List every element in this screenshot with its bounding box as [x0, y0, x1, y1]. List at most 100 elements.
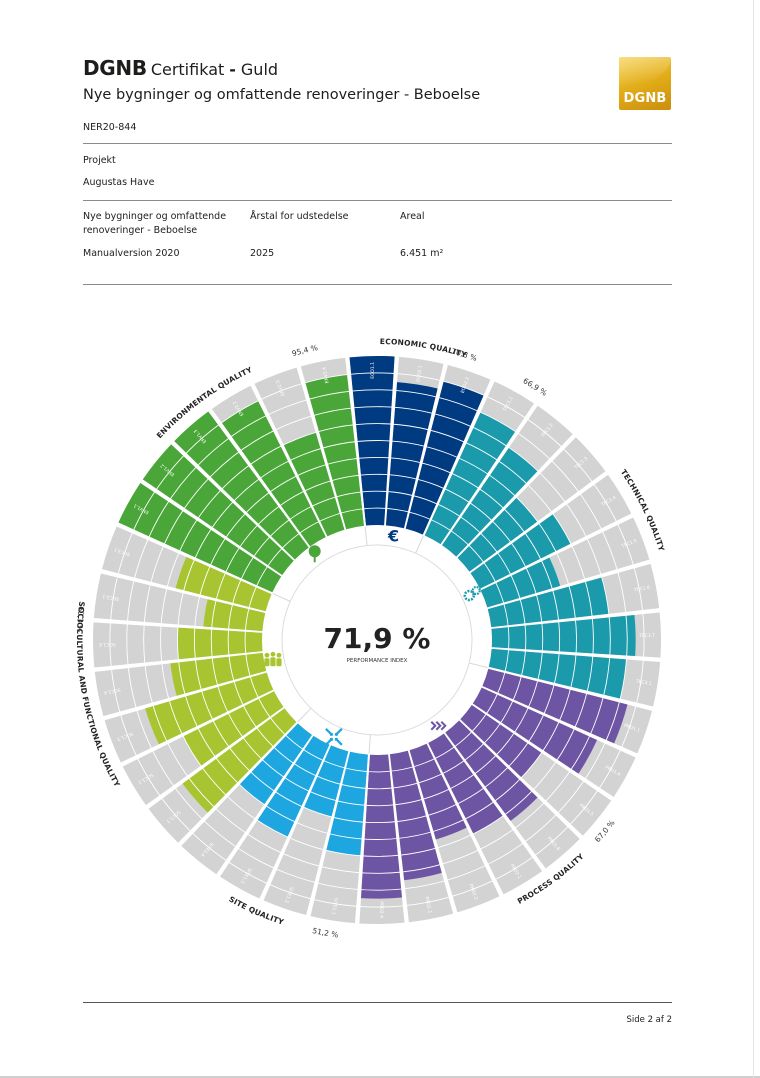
people-icon [264, 651, 282, 667]
scheme-line-2: renoveringer - Beboelse [83, 225, 198, 236]
scheme-line-1: Nye bygninger og omfattende [83, 211, 227, 222]
ring-line [244, 507, 510, 773]
section-separator [356, 734, 372, 926]
footer-divider [83, 1002, 672, 1003]
criterion-bar [177, 627, 263, 660]
criterion-code: TEC1.7 [638, 633, 655, 639]
page-bottom-edge [0, 1076, 760, 1078]
center-circle [281, 544, 473, 736]
inner-separator [364, 526, 368, 546]
ring-line [160, 423, 594, 857]
performance-index-value: 71,9 % [324, 622, 431, 655]
criterion-bar [389, 750, 442, 881]
section-percent: 67,0 % [593, 818, 617, 844]
criterion-code: SITE1.1 [330, 897, 339, 915]
criterion-bar [405, 381, 484, 535]
criterion-code: TEC1.5 [620, 538, 638, 550]
logo-text: DGNB [623, 91, 667, 106]
area-value: 6.451 m² [400, 248, 444, 259]
page-right-edge [753, 0, 754, 1078]
issue-year: 2025 [250, 248, 275, 259]
section-technical-quality: TEC1.1TEC1.2TEC1.3TEC1.4TEC1.5TEC1.6TEC1… [424, 381, 661, 707]
certificate-level: Guld [240, 60, 279, 79]
criterion-bar [174, 411, 309, 560]
criterion-code: SOC2.1 [102, 593, 120, 602]
section-separator [115, 522, 291, 603]
criterion-bar [472, 687, 598, 774]
inner-separator [415, 535, 424, 554]
gears-icon [463, 585, 481, 602]
divider [83, 143, 672, 144]
criterion-bar [170, 652, 267, 696]
section-separator [346, 355, 369, 546]
criterion-code: PRO1.1 [623, 723, 641, 734]
euro-icon: € [387, 526, 399, 545]
section-percent: 70,8 % [450, 347, 478, 363]
heading-dash: - [229, 60, 236, 79]
divider [83, 284, 672, 285]
ring-line [109, 372, 645, 908]
ring-line [227, 490, 527, 790]
compress-icon [325, 728, 343, 746]
inner-separator [368, 734, 371, 754]
criterion-code: TEC3.1 [634, 678, 652, 687]
brand-name: DGNB [83, 56, 147, 80]
ring-line [193, 456, 561, 824]
section-separator [177, 707, 312, 847]
section-percent: 60,3 % [75, 606, 86, 633]
inner-separator [469, 662, 488, 669]
criterion-bar [304, 745, 349, 817]
criterion-bar [487, 577, 609, 628]
inner-separator [272, 593, 291, 602]
section-separator [414, 378, 495, 554]
criterion-bar [491, 614, 636, 657]
criterion-code: SOC1.4 [103, 686, 121, 695]
criterion-code: ECO1.1 [370, 362, 376, 379]
criterion-bar [239, 723, 312, 805]
criterion-bar [360, 754, 403, 899]
performance-index-label: PERFORMANCE INDEX [347, 658, 408, 664]
tree-icon [308, 545, 321, 563]
criterion-bar [445, 720, 538, 821]
criterion-code: ENV2.4 [321, 366, 330, 383]
criterion-code: ENV2.3 [275, 379, 287, 397]
criterion-bar [409, 743, 467, 840]
criterion-bar [460, 705, 542, 778]
criterion-bar [145, 672, 274, 745]
criterion-code: ECO2.1 [415, 365, 424, 383]
area-label: Areal [400, 211, 425, 222]
manual-version: Manualversion 2020 [83, 248, 180, 259]
criterion-bar [424, 412, 516, 545]
divider [83, 200, 672, 201]
arrows-icon [430, 721, 447, 731]
criterion-bar [385, 382, 438, 529]
section-percent: 95,4 % [291, 343, 319, 358]
criterion-code: SOC3.1 [113, 546, 131, 557]
criterion-bar [283, 432, 345, 537]
criterion-code: SOC1.6 [99, 641, 116, 647]
criterion-code: PRO2.3 [423, 896, 432, 914]
criterion-code: TEC1.6 [633, 584, 651, 593]
certificate-id: NER20-844 [83, 122, 137, 133]
ring-line [177, 440, 577, 840]
criterion-bar [457, 497, 538, 572]
criterion-code: ECO2.2 [460, 376, 471, 394]
criterion-bar [175, 556, 272, 612]
certificate-heading: DGNB Certifikat - Guld [83, 56, 278, 80]
svg-text:€: € [387, 526, 399, 545]
section-percent: 66,9 % [522, 376, 549, 398]
project-name: Augustas Have [83, 177, 155, 188]
inner-separator [297, 707, 312, 723]
criterion-bar [203, 599, 266, 632]
criterion-bar [305, 374, 365, 530]
criterion-bar [118, 483, 282, 593]
criterion-bar [142, 444, 294, 575]
dgnb-logo: DGNB [619, 57, 671, 110]
criterion-code: SOC1.3 [116, 730, 134, 742]
criterion-bar [442, 447, 538, 557]
scheme-subtitle: Nye bygninger og omfattende renoveringer… [83, 87, 481, 103]
page-number: Side 2 af 2 [626, 1015, 672, 1025]
criterion-code: PRO2.2 [467, 883, 479, 901]
